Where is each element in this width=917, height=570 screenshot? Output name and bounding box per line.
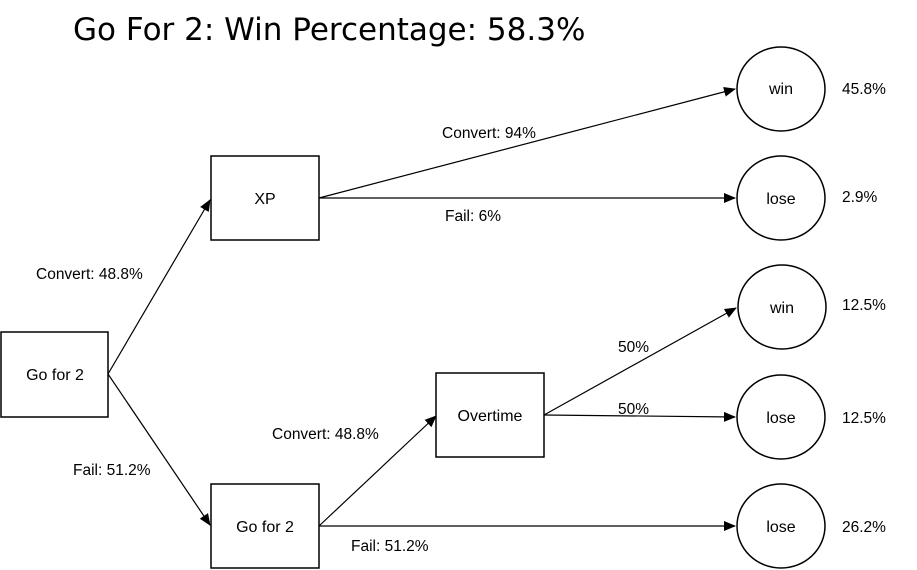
- edge-label-go-for-2-fail: Fail: 51.2%: [351, 538, 429, 555]
- node-xp: XP: [210, 155, 320, 241]
- edge-label-xp-fail: Fail: 6%: [445, 208, 501, 225]
- edge-label-overtime-lose: 50%: [618, 401, 649, 418]
- node-xp-label: XP: [254, 191, 275, 208]
- outcome-lose-2-percentage: 12.5%: [842, 410, 886, 427]
- outcome-lose-3-label: lose: [766, 519, 795, 536]
- edge-label-go-for-2-convert: Convert: 48.8%: [272, 426, 379, 443]
- node-root-label: Go for 2: [26, 367, 84, 384]
- node-go-for-2-label: Go for 2: [236, 519, 294, 536]
- outcome-lose-1-percentage: 2.9%: [842, 189, 878, 206]
- outcome-lose-3-percentage: 26.2%: [842, 519, 886, 536]
- node-overtime-label: Overtime: [458, 408, 523, 425]
- edge-label-root-fail: Fail: 51.2%: [73, 462, 151, 479]
- outcome-lose-3: lose: [736, 483, 826, 569]
- node-root: Go for 2: [0, 331, 109, 418]
- outcome-win-2-label: win: [769, 300, 794, 317]
- diagram-title: Go For 2: Win Percentage: 58.3%: [73, 12, 586, 48]
- edge-overtime-to-win: [543, 307, 737, 416]
- edge-root-to-xp: [107, 199, 211, 375]
- outcome-win-1-label: win: [768, 81, 793, 98]
- edge-overtime-to-lose: [543, 411, 736, 422]
- edges: [107, 86, 737, 531]
- edge-xp-to-win: [318, 86, 736, 199]
- outcome-win-1-percentage: 45.8%: [842, 81, 886, 98]
- edge-root-to-go-for-2: [107, 373, 211, 526]
- outcome-lose-1-label: lose: [766, 191, 795, 208]
- outcome-win-2-percentage: 12.5%: [842, 297, 886, 314]
- edge-label-xp-convert: Convert: 94%: [442, 125, 536, 142]
- edge-go-for-2-to-overtime: [318, 415, 437, 527]
- outcome-win-2: win: [737, 264, 827, 350]
- node-overtime: Overtime: [435, 372, 545, 458]
- node-go-for-2: Go for 2: [210, 483, 320, 569]
- outcome-lose-2: lose: [736, 374, 826, 460]
- outcome-win-1: win: [736, 46, 826, 132]
- outcome-lose-1: lose: [736, 155, 826, 241]
- edge-label-overtime-win: 50%: [618, 339, 649, 356]
- edge-label-root-convert: Convert: 48.8%: [36, 266, 143, 283]
- outcome-lose-2-label: lose: [766, 410, 795, 427]
